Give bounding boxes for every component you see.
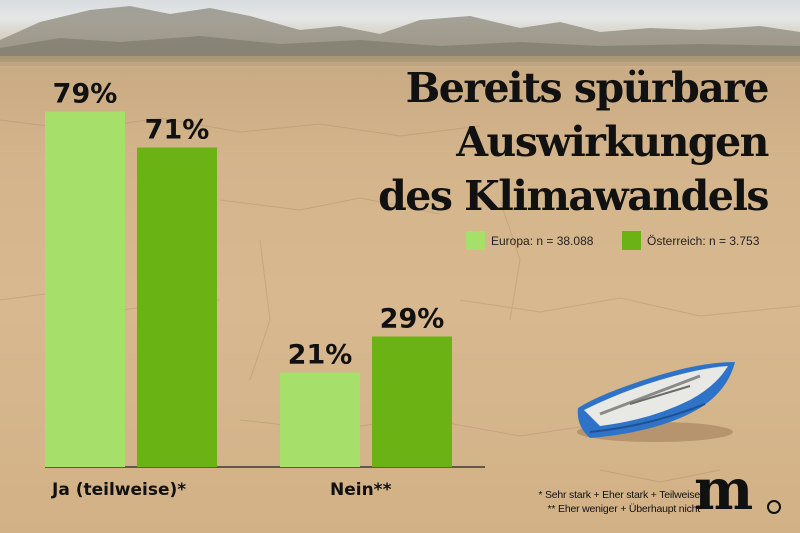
bar-value-label-oesterreich-ja: 71%	[145, 115, 210, 146]
legend-item-europa: Europa: n = 38.088	[466, 231, 593, 250]
bar-europa-nein	[280, 372, 360, 467]
footnote-1: * Sehr stark + Eher stark + Teilweise	[538, 489, 700, 501]
bars-group	[45, 111, 452, 467]
legend-label-oesterreich: Österreich: n = 3.753	[647, 233, 760, 248]
boat-illustration	[577, 362, 735, 442]
brand-logo: m	[694, 457, 754, 523]
mountain-foothills	[0, 36, 800, 62]
legend-swatch-oesterreich	[622, 231, 641, 250]
bar-labels-group: 79% 21% 71% 29%	[53, 79, 445, 371]
chart-title-line-3: des Klimawandels	[378, 172, 769, 220]
bar-value-label-europa-nein: 21%	[288, 340, 353, 371]
bar-oesterreich-ja	[137, 147, 217, 467]
category-label-nein: Nein**	[330, 480, 392, 500]
bar-oesterreich-nein	[372, 336, 452, 467]
category-label-ja: Ja (teilweise)*	[52, 480, 187, 500]
chart-title-line-1: Bereits spürbare	[405, 64, 770, 112]
bar-europa-ja	[45, 111, 125, 467]
legend-swatch-europa	[466, 231, 485, 250]
chart-title-line-2: Auswirkungen	[456, 118, 769, 166]
legend-label-europa: Europa: n = 38.088	[491, 233, 594, 248]
horizon-band	[0, 56, 800, 66]
footnote-2: ** Eher weniger + Überhaupt nicht	[547, 503, 701, 515]
legend-item-oesterreich: Österreich: n = 3.753	[622, 231, 759, 250]
bar-value-label-oesterreich-nein: 29%	[380, 304, 445, 335]
bar-value-label-europa-ja: 79%	[53, 79, 118, 110]
brand-logo-dot	[767, 500, 781, 514]
